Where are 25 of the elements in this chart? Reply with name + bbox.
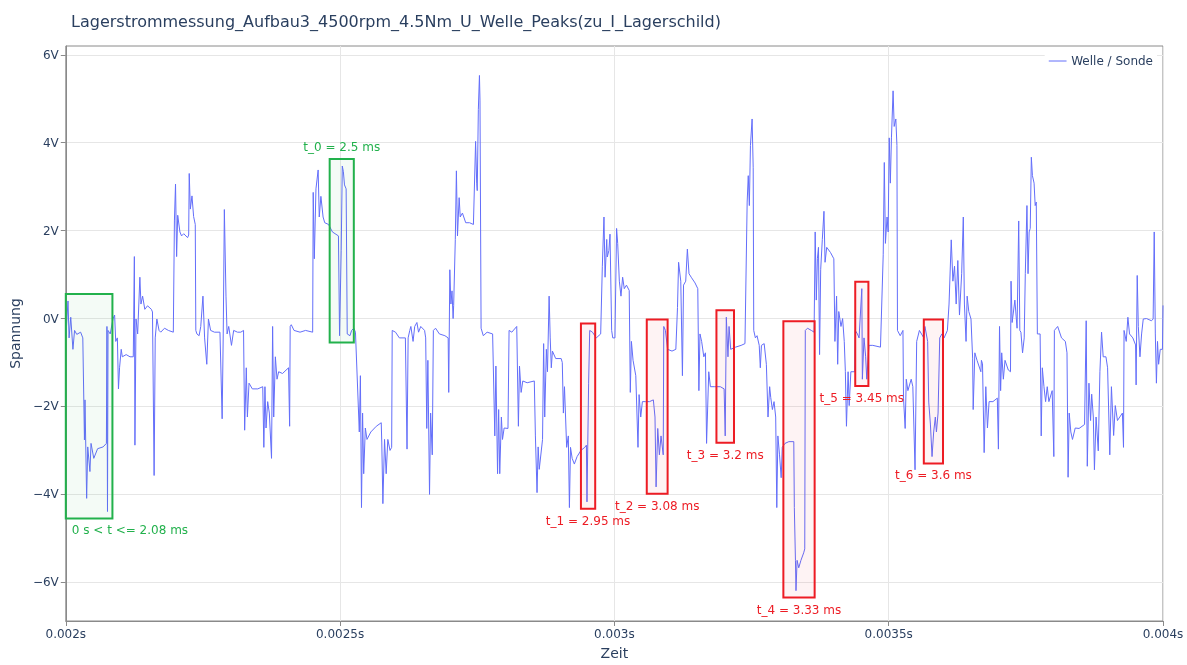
band-label: t_2 = 3.08 ms bbox=[614, 498, 700, 513]
x-tick-label: 0.002s bbox=[45, 627, 87, 641]
y-tick-label: 4V bbox=[42, 135, 60, 150]
band-label: t_5 = 3.45 ms bbox=[819, 391, 905, 406]
y-axis-title: Spannung bbox=[7, 298, 23, 369]
band-label: 0 s < t <= 2.08 ms bbox=[71, 523, 189, 538]
x-tick-label: 0.004s bbox=[1142, 627, 1184, 641]
y-tick-label: 2V bbox=[42, 223, 60, 238]
x-tick-label: 0.0035s bbox=[864, 627, 913, 641]
band-label: t_1 = 2.95 ms bbox=[545, 513, 631, 528]
line-series bbox=[65, 74, 1164, 592]
chart-title: Lagerstrommessung_Aufbau3_4500rpm_4.5Nm_U_Welle_Peaks(zu_I_Lagerschild) bbox=[71, 11, 721, 32]
band-label: t_0 = 2.5 ms bbox=[303, 140, 381, 155]
band-label: t_4 = 3.33 ms bbox=[756, 602, 842, 617]
legend-label: Welle / Sonde bbox=[1071, 54, 1154, 68]
y-tick-label: 6V bbox=[42, 47, 60, 62]
band-label: t_3 = 3.2 ms bbox=[686, 447, 764, 462]
x-tick-label: 0.003s bbox=[594, 627, 635, 641]
y-tick-label: −2V bbox=[32, 399, 60, 414]
y-tick-label: 0V bbox=[42, 311, 60, 326]
x-axis-title: Zeit bbox=[600, 645, 629, 661]
y-tick-label: −6V bbox=[32, 575, 60, 590]
x-tick-label: 0.0025s bbox=[315, 627, 365, 641]
y-tick-label: −4V bbox=[32, 487, 60, 502]
band-label: t_6 = 3.6 ms bbox=[894, 468, 972, 483]
